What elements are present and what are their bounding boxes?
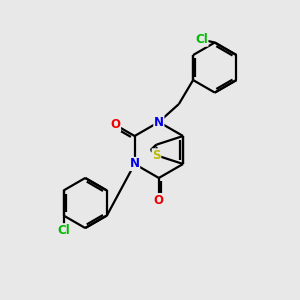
Text: Cl: Cl: [57, 224, 70, 237]
Text: O: O: [110, 118, 121, 131]
Text: N: N: [154, 116, 164, 128]
Text: S: S: [152, 149, 161, 162]
Text: N: N: [130, 158, 140, 170]
Text: Cl: Cl: [195, 33, 208, 46]
Text: O: O: [154, 194, 164, 207]
